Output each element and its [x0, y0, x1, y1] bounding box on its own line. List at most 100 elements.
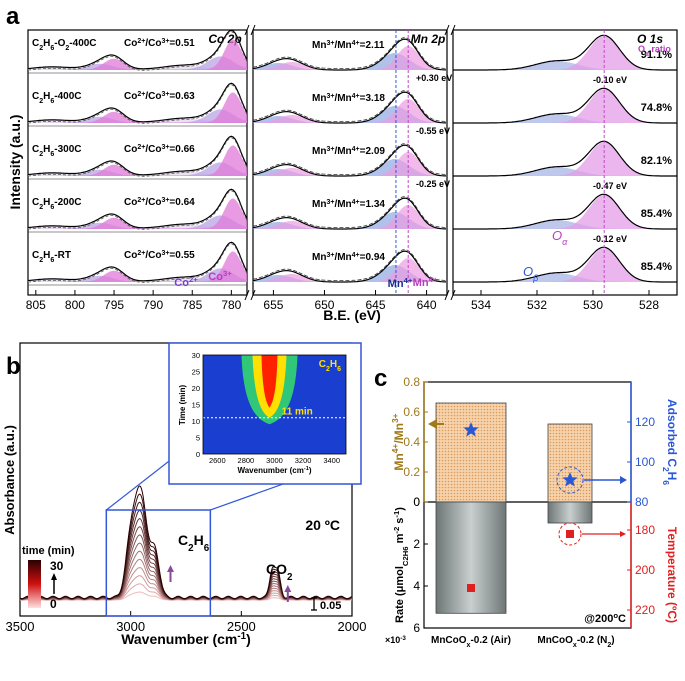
co-spectrum	[27, 29, 248, 70]
mn-high-peak	[253, 152, 446, 176]
o-ratio-value: 85.4%	[641, 261, 672, 273]
x-tick-label: 805	[26, 298, 46, 312]
legend-arrow-head	[51, 573, 57, 580]
o-alpha-peak	[453, 142, 677, 176]
x-tick-label: 2000	[338, 619, 367, 634]
x-tick-label: 530	[583, 298, 603, 312]
growth-arrow-head	[284, 585, 292, 592]
inset-x-label: Wavenumber (cm-1)	[237, 466, 311, 475]
co-spectrum	[27, 188, 248, 229]
mn-high-peak	[253, 205, 446, 229]
y-axis-label-right-top: Adsorbed C2H6	[661, 399, 679, 485]
x-tick-label: 780	[221, 298, 241, 312]
section-title: O 1s	[637, 32, 663, 46]
right-tick-label-bottom: 180	[635, 523, 655, 537]
o-alpha-label: Oα	[552, 228, 568, 247]
mn-high-peak	[253, 258, 446, 282]
ir-spectrum	[19, 550, 353, 600]
heatmap-band-core	[261, 355, 278, 408]
y-axis-label: Absorbance (a.u.)	[2, 425, 17, 535]
axis-break-mark	[250, 24, 256, 36]
adsorbed-star	[463, 422, 479, 437]
axis-break-mark	[250, 289, 256, 301]
inset-y-label: Time (min)	[178, 385, 187, 426]
y-tick-label-top: 0.6	[403, 405, 420, 419]
inset-x-tick-label: 2600	[209, 456, 226, 465]
mn-ratio-label: Mn3+/Mn4+=2.09	[312, 146, 385, 158]
inset-y-tick-label: 30	[192, 351, 200, 360]
inset-connector	[105, 457, 174, 511]
co-spectrum	[27, 241, 248, 282]
o-beta-peak	[453, 167, 677, 176]
left-pointer-head	[428, 419, 437, 429]
co-fit	[27, 243, 248, 283]
ir-spectrum	[19, 567, 353, 601]
x-axis-label: Wavenumber (cm-1)	[121, 631, 251, 648]
x-tick-label: 532	[527, 298, 547, 312]
temperature-label: 20 ºC	[305, 517, 340, 533]
rate-bar	[435, 501, 507, 614]
sample-label: C2H6-RT	[32, 250, 71, 264]
inset-y-tick-label: 5	[196, 434, 200, 443]
x-tick-label: 2500	[227, 619, 256, 634]
mn-ratio-label: Mn3+/Mn4+=0.94	[312, 252, 385, 264]
y-tick-label-top: 0.8	[403, 375, 420, 389]
mn-high-peak	[253, 46, 446, 70]
condition-label: @200oC	[584, 611, 626, 626]
c2h6-band-label: C2H6	[178, 532, 210, 554]
co3-peak-label: Co3+	[208, 269, 232, 284]
o-shift-label: -0.10 eV	[593, 75, 627, 85]
mn4-peak-label: Mn4+	[388, 276, 413, 291]
y-tick-label-top: 0	[413, 495, 420, 509]
mn-fit	[252, 143, 446, 175]
inset-y-tick-label: 20	[192, 384, 200, 393]
y-tick-label-zero: 0	[413, 495, 420, 509]
adsorbed-star	[562, 472, 578, 487]
o-shift-label: -0.12 eV	[593, 234, 627, 244]
mn-ratio-label: Mn3+/Mn4+=1.34	[312, 199, 385, 211]
o-beta-peak	[453, 273, 677, 282]
legend-min: 0	[50, 597, 57, 611]
temperature-marker	[566, 530, 574, 538]
x-tick-label: 785	[182, 298, 202, 312]
y-axis-label-top: Mn4+/Mn3+	[390, 413, 406, 470]
o-ratio-title: Oα ratio	[638, 44, 671, 58]
mn-shift-label: -0.25 eV	[416, 179, 450, 189]
y-axis-label-bottom: Rate (μmolC2H6 m-2 s-1)	[392, 507, 410, 623]
o-spectrum	[453, 246, 677, 283]
right-tick-label-top: 100	[635, 455, 655, 469]
scale-bar-label: 0.05	[320, 600, 341, 612]
temperature-marker	[467, 584, 475, 592]
o-ratio-value: 85.4%	[641, 208, 672, 220]
xps-section-frame	[252, 29, 448, 296]
ir-spectrum	[19, 558, 353, 601]
ir-spectrum	[19, 518, 353, 600]
sample-label: C2H6-300C	[32, 144, 82, 158]
co-spectrum	[27, 135, 248, 176]
co-ratio-label: Co2+/Co3+=0.55	[124, 250, 195, 262]
o-beta-peak	[453, 220, 677, 229]
x-tick-label: 534	[471, 298, 491, 312]
co-fit	[27, 31, 248, 71]
x-axis-label: B.E. (eV)	[323, 307, 381, 323]
heatmap-frame	[202, 354, 347, 455]
time-marker-label: 11 min	[282, 407, 313, 418]
y-tick-label-top: 0.4	[403, 435, 420, 449]
category-label: MnCoOx-0.2 (Air)	[431, 635, 511, 649]
x-tick-label: 800	[65, 298, 85, 312]
panel-label-c: c	[374, 365, 387, 392]
axis-break-mark	[450, 24, 456, 36]
axis-break-mark	[444, 289, 450, 301]
mn-spectrum	[252, 197, 446, 230]
co3-peak	[28, 92, 247, 123]
right-pointer-head	[620, 531, 626, 537]
sample-label: C2H6-400C	[32, 91, 82, 105]
x-tick-label: 790	[143, 298, 163, 312]
x-tick-label: 655	[263, 298, 283, 312]
right-tick-label-bottom: 220	[635, 603, 655, 617]
mn-fit	[252, 249, 446, 281]
legend-max: 30	[50, 559, 64, 573]
mn-shift-label: +0.30 eV	[416, 73, 452, 83]
